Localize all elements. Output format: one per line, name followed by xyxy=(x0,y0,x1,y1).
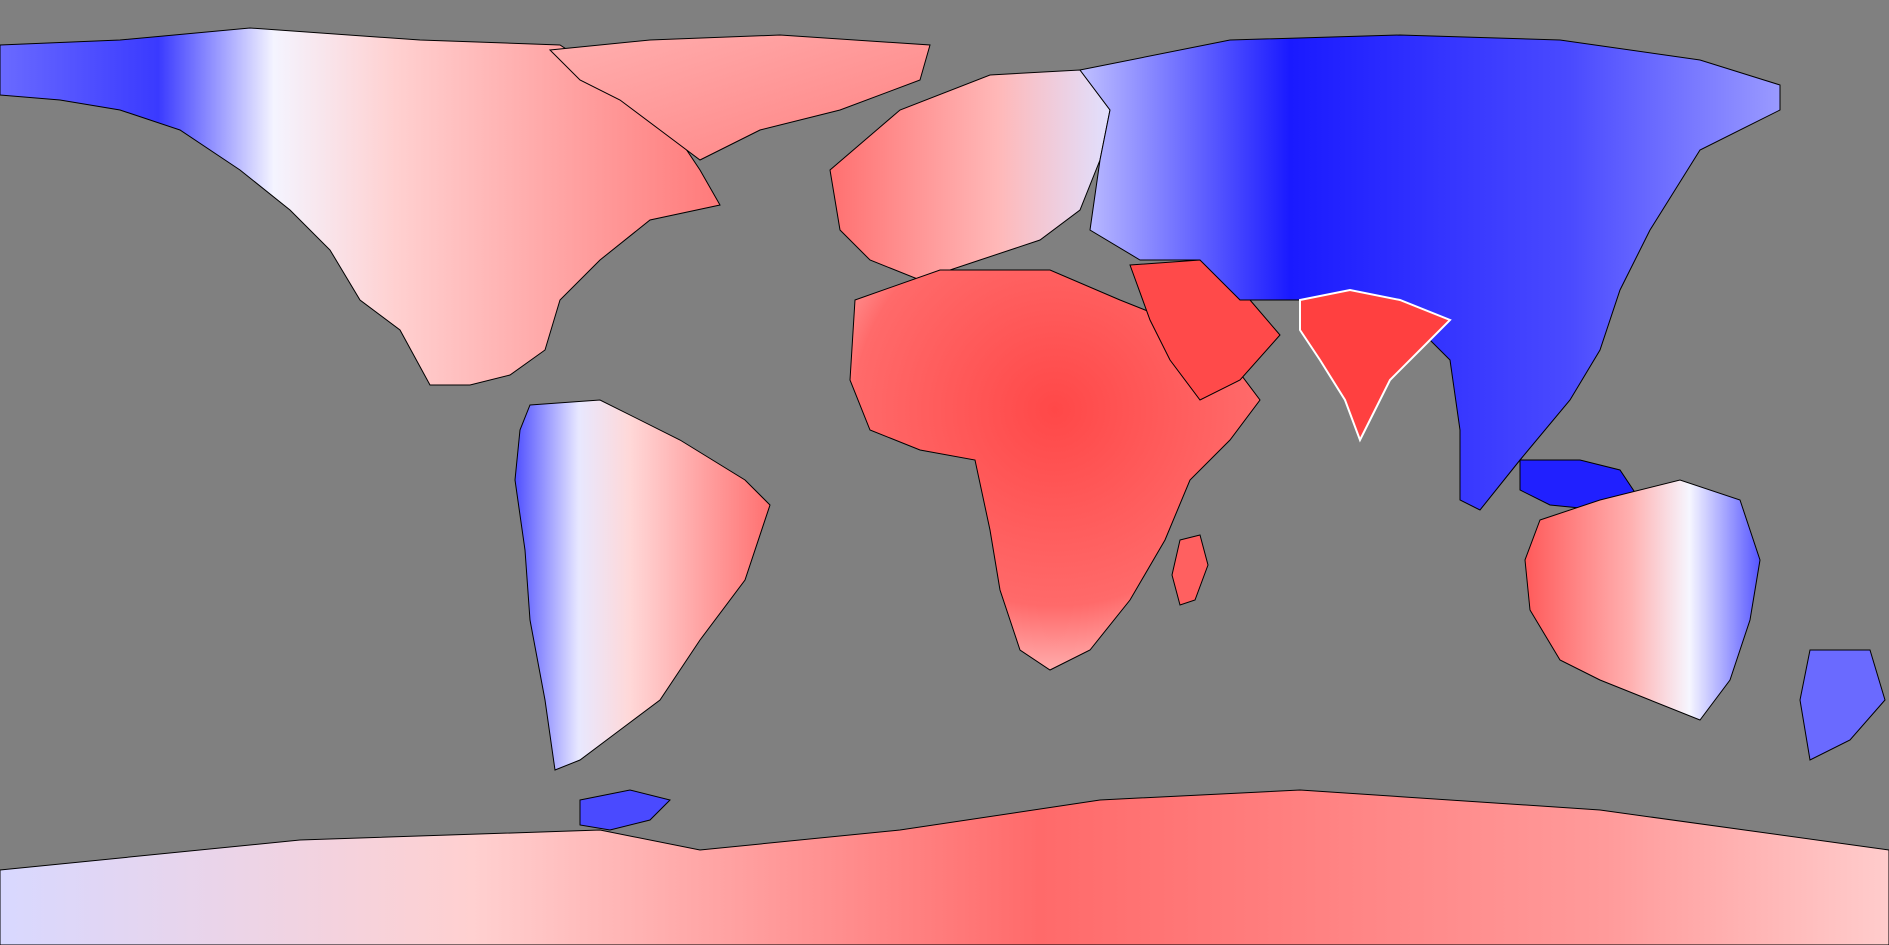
europe xyxy=(829,69,1111,281)
africa xyxy=(849,269,1261,671)
antarctic-peninsula xyxy=(579,789,671,831)
india xyxy=(1299,288,1452,443)
asia xyxy=(1079,34,1781,511)
new-zealand xyxy=(1799,649,1886,761)
australia xyxy=(1524,479,1761,721)
madagascar xyxy=(1171,534,1209,606)
antarctica xyxy=(0,789,1889,945)
greenland xyxy=(548,34,931,161)
south-america xyxy=(514,399,771,771)
north-america xyxy=(0,27,721,386)
